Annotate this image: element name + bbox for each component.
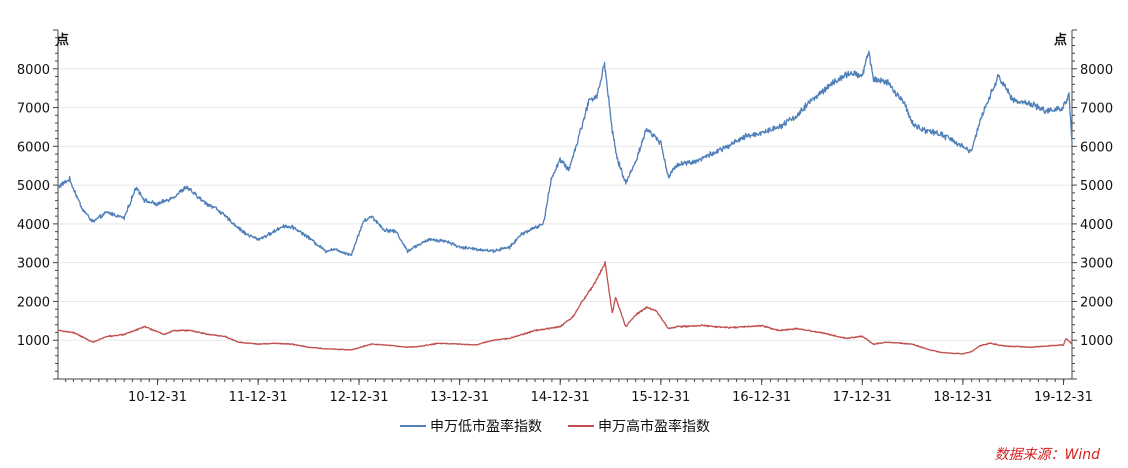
axes — [57, 30, 1073, 380]
x-tick-label: 19-12-31 — [1034, 390, 1093, 405]
right-y-tick-label: 2000 — [1080, 295, 1113, 310]
left-y-tick-label: 8000 — [17, 63, 50, 78]
right-y-tick-label: 4000 — [1080, 218, 1113, 233]
legend-label-2: 申万高市盈率指数 — [598, 418, 710, 435]
right-y-tick-label: 3000 — [1080, 257, 1113, 272]
x-tick-label: 13-12-31 — [430, 390, 489, 405]
series-lines — [57, 50, 1073, 355]
x-tick-label: 15-12-31 — [631, 390, 690, 405]
x-tick-label: 16-12-31 — [732, 390, 791, 405]
right-y-tick-label: 5000 — [1080, 179, 1113, 194]
left-y-tick-label: 3000 — [17, 257, 50, 272]
left-y-tick-label: 4000 — [17, 218, 50, 233]
x-tick-label: 10-12-31 — [128, 390, 187, 405]
legend: 申万低市盈率指数 申万高市盈率指数 — [400, 418, 710, 435]
right-y-tick-label: 7000 — [1080, 102, 1113, 117]
left-y-axis-ticks: 1000 2000 3000 4000 5000 6000 7000 8000 — [17, 29, 58, 380]
grid-lines — [58, 68, 1072, 341]
series-line-2 — [57, 261, 1073, 355]
left-y-tick-label: 2000 — [17, 295, 50, 310]
left-y-tick-label: 7000 — [17, 102, 50, 117]
left-y-tick-label: 6000 — [17, 140, 50, 155]
legend-label-1: 申万低市盈率指数 — [430, 418, 542, 435]
right-y-tick-label: 1000 — [1080, 334, 1113, 349]
right-y-tick-label: 8000 — [1080, 63, 1113, 78]
x-tick-label: 14-12-31 — [531, 390, 590, 405]
x-tick-label: 12-12-31 — [329, 390, 388, 405]
x-tick-label: 18-12-31 — [933, 390, 992, 405]
x-tick-label: 17-12-31 — [833, 390, 892, 405]
left-y-unit-label: 点 — [56, 32, 69, 48]
x-axis-ticks: 10-12-31 11-12-31 12-12-31 13-12-31 14-12-31… — [65, 379, 1093, 405]
source-label: 数据来源：Wind — [995, 447, 1101, 463]
series-line-1 — [57, 50, 1073, 257]
right-y-unit-label: 点 — [1054, 32, 1067, 48]
left-y-tick-label: 1000 — [17, 334, 50, 349]
x-tick-label: 11-12-31 — [229, 390, 288, 405]
right-y-tick-label: 6000 — [1080, 140, 1113, 155]
left-y-tick-label: 5000 — [17, 179, 50, 194]
right-y-axis-ticks: 1000 2000 3000 4000 5000 6000 7000 8000 — [1072, 29, 1113, 380]
